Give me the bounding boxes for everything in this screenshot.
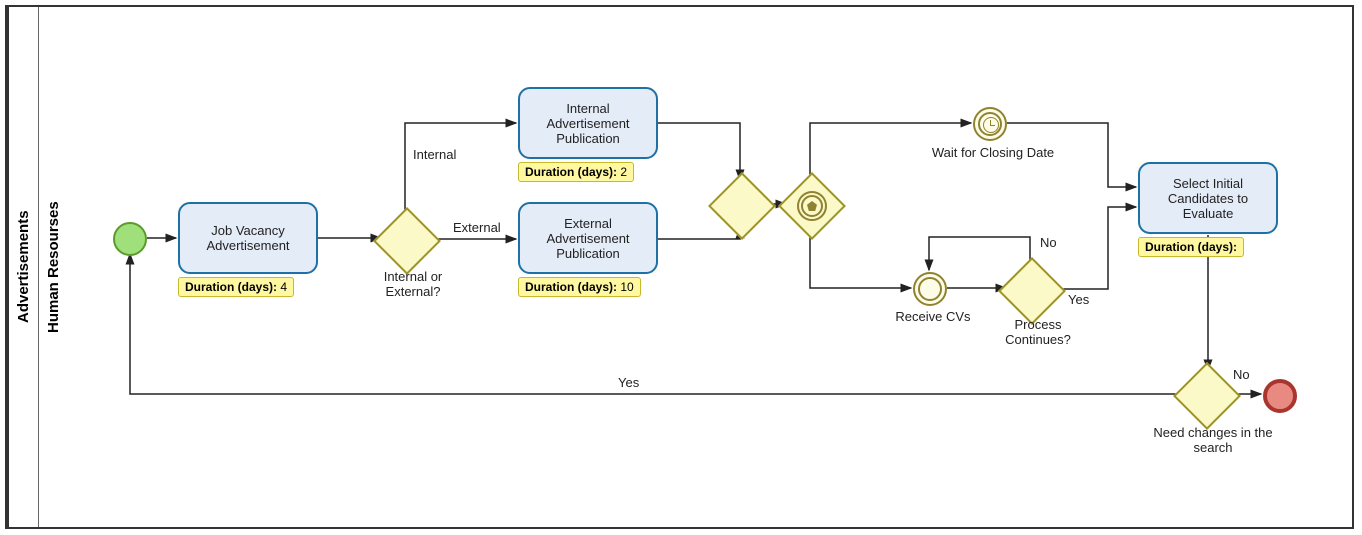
edge-label-no: No <box>1233 367 1250 382</box>
message-event[interactable] <box>913 272 947 306</box>
gateway-label: Process Continues? <box>988 317 1088 347</box>
task-select-initial[interactable]: Select Initial Candidates to Evaluate <box>1138 162 1278 234</box>
task-external-pub[interactable]: External Advertisement Publication <box>518 202 658 274</box>
task-label: Job Vacancy Advertisement <box>184 223 312 253</box>
timer-event[interactable] <box>973 107 1007 141</box>
duration-job-vacancy: Duration (days): 4 <box>178 277 294 297</box>
edge-label-yes: Yes <box>618 375 639 390</box>
clock-icon <box>983 117 999 133</box>
task-label: External Advertisement Publication <box>524 216 652 261</box>
duration-select-initial: Duration (days): <box>1138 237 1244 257</box>
edge-label-external: External <box>453 220 501 235</box>
edge-label-no: No <box>1040 235 1057 250</box>
gateway-label: Internal or External? <box>368 269 458 299</box>
pentagon-icon <box>790 184 834 228</box>
pool-advertisements: Advertisements Human Resourses <box>5 5 1354 529</box>
task-internal-pub[interactable]: Internal Advertisement Publication <box>518 87 658 159</box>
start-event[interactable] <box>113 222 147 256</box>
task-label: Internal Advertisement Publication <box>524 101 652 146</box>
pool-title: Advertisements <box>7 7 38 527</box>
timer-label: Wait for Closing Date <box>928 145 1058 160</box>
end-event[interactable] <box>1263 379 1297 413</box>
task-label: Select Initial Candidates to Evaluate <box>1144 176 1272 221</box>
edge-label-internal: Internal <box>413 147 456 162</box>
lane-canvas: Job Vacancy Advertisement Duration (days… <box>68 7 1352 527</box>
duration-internal-pub: Duration (days): 2 <box>518 162 634 182</box>
edge-label-yes: Yes <box>1068 292 1089 307</box>
duration-external-pub: Duration (days): 10 <box>518 277 641 297</box>
task-job-vacancy[interactable]: Job Vacancy Advertisement <box>178 202 318 274</box>
lane-title: Human Resourses <box>38 7 68 527</box>
message-label: Receive CVs <box>888 309 978 324</box>
gateway-label: Need changes in the search <box>1148 425 1278 455</box>
